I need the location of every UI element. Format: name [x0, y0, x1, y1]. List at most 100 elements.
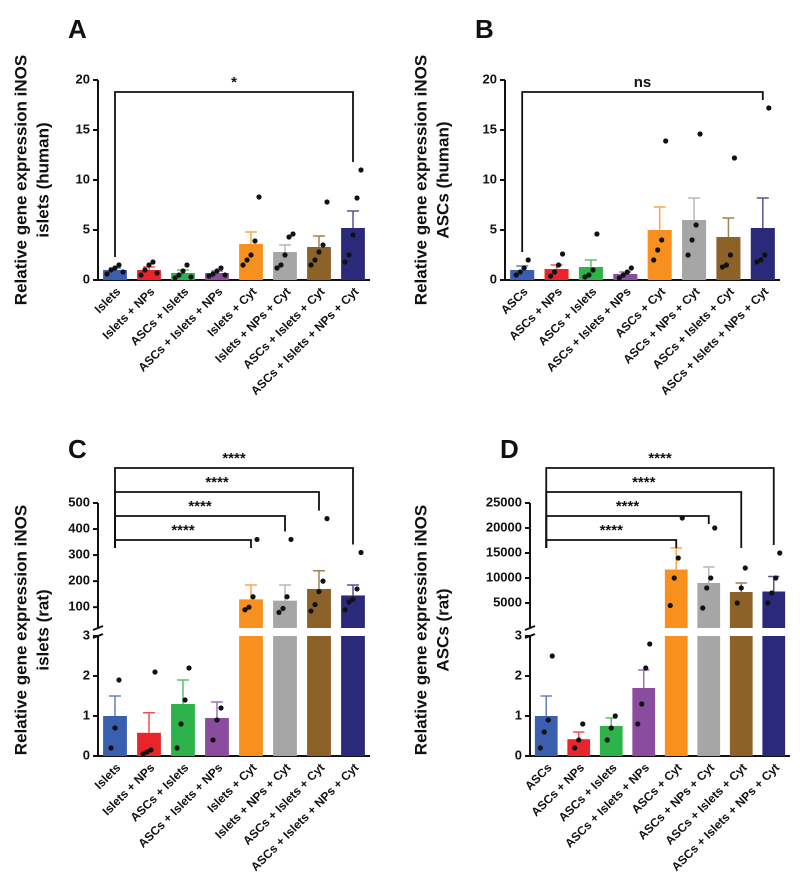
data-point	[206, 273, 212, 279]
y-tick-label: 15	[76, 121, 90, 136]
data-point	[188, 274, 194, 280]
data-point	[773, 575, 779, 581]
axis-break	[524, 625, 536, 631]
bar	[762, 591, 786, 628]
data-point	[777, 550, 783, 556]
data-point	[612, 713, 618, 719]
data-point	[240, 262, 246, 268]
data-point	[547, 273, 554, 279]
data-point	[620, 272, 626, 278]
data-point	[182, 697, 188, 703]
data-point	[108, 745, 114, 751]
panel: C Relative gene expression iNOS islets (ra…	[11, 434, 370, 874]
bar	[697, 636, 721, 756]
significance-bracket	[545, 539, 678, 548]
data-point	[138, 272, 144, 278]
error-bar	[722, 217, 735, 237]
data-point	[555, 262, 562, 268]
error-bar	[313, 569, 325, 589]
data-point	[144, 749, 150, 755]
bar	[534, 716, 558, 756]
error-bar	[703, 566, 715, 583]
significance-bracket	[114, 91, 354, 257]
bar	[137, 270, 161, 280]
bar	[205, 273, 229, 280]
data-point	[108, 267, 114, 273]
error-bar	[653, 206, 666, 230]
data-point	[120, 269, 126, 275]
data-point	[608, 725, 614, 731]
y-tick-label: 10	[483, 171, 497, 186]
data-point	[719, 264, 726, 270]
data-point	[628, 265, 634, 271]
data-point	[154, 270, 160, 276]
data-point	[210, 271, 216, 277]
significance-bracket	[521, 91, 764, 252]
y-tick-label: 400	[68, 520, 90, 535]
data-point	[517, 269, 523, 275]
y-tick-label: 1	[83, 707, 90, 722]
significance-bracket	[114, 467, 354, 548]
y-tick-label: 20000	[486, 519, 522, 534]
bar	[307, 588, 331, 628]
data-point	[700, 605, 706, 611]
y-axis-label: islets (human)	[33, 122, 52, 237]
y-tick-label: 2	[515, 667, 522, 682]
data-point	[594, 231, 600, 237]
data-point	[582, 274, 588, 280]
data-point	[738, 585, 744, 591]
data-point	[218, 265, 224, 271]
y-tick-label: 2	[83, 667, 90, 682]
error-bar	[347, 210, 359, 228]
data-point	[545, 717, 551, 723]
y-tick-label: 0	[83, 747, 90, 762]
y-axis-label: Relative gene expression iNOS	[11, 505, 30, 755]
data-point	[282, 252, 288, 258]
data-point	[214, 268, 220, 274]
bar	[205, 718, 229, 756]
data-point	[312, 601, 318, 608]
data-point	[316, 249, 322, 255]
data-point	[350, 596, 356, 602]
bar	[510, 270, 535, 280]
data-point	[104, 271, 110, 277]
bar	[729, 592, 753, 628]
bar	[307, 247, 331, 280]
y-tick-label: 5	[490, 221, 497, 236]
error-bar	[540, 695, 552, 716]
y-tick-label: 1	[515, 707, 522, 722]
bar	[273, 252, 297, 280]
y-tick-label: 0	[515, 747, 522, 762]
data-point	[148, 747, 154, 753]
significance-bracket	[545, 515, 710, 548]
data-point	[689, 237, 695, 243]
bar	[307, 636, 331, 756]
significance-bracket	[114, 539, 252, 548]
data-point	[586, 272, 592, 278]
y-tick-label: 25000	[486, 494, 522, 509]
error-bar	[688, 197, 701, 220]
data-point	[762, 252, 768, 258]
bar	[729, 636, 753, 756]
data-point	[708, 575, 714, 581]
significance-label: ****	[648, 450, 672, 467]
data-point	[651, 257, 657, 263]
y-tick-label: 0	[490, 271, 497, 286]
data-point	[675, 555, 681, 561]
data-point	[769, 590, 775, 596]
data-point	[647, 641, 653, 647]
data-point	[350, 232, 356, 238]
data-point	[513, 272, 519, 278]
bar	[137, 732, 161, 756]
significance-label: ****	[222, 450, 246, 467]
panel: B Relative gene expression iNOS ASCs (huma…	[411, 14, 780, 398]
bar	[239, 636, 263, 756]
data-point	[254, 536, 260, 543]
data-point	[521, 265, 527, 271]
data-point	[180, 268, 186, 274]
y-tick-label: 10000	[486, 569, 522, 584]
data-point	[580, 721, 586, 727]
data-point	[316, 588, 322, 595]
data-point	[624, 269, 630, 275]
bar	[567, 739, 591, 756]
